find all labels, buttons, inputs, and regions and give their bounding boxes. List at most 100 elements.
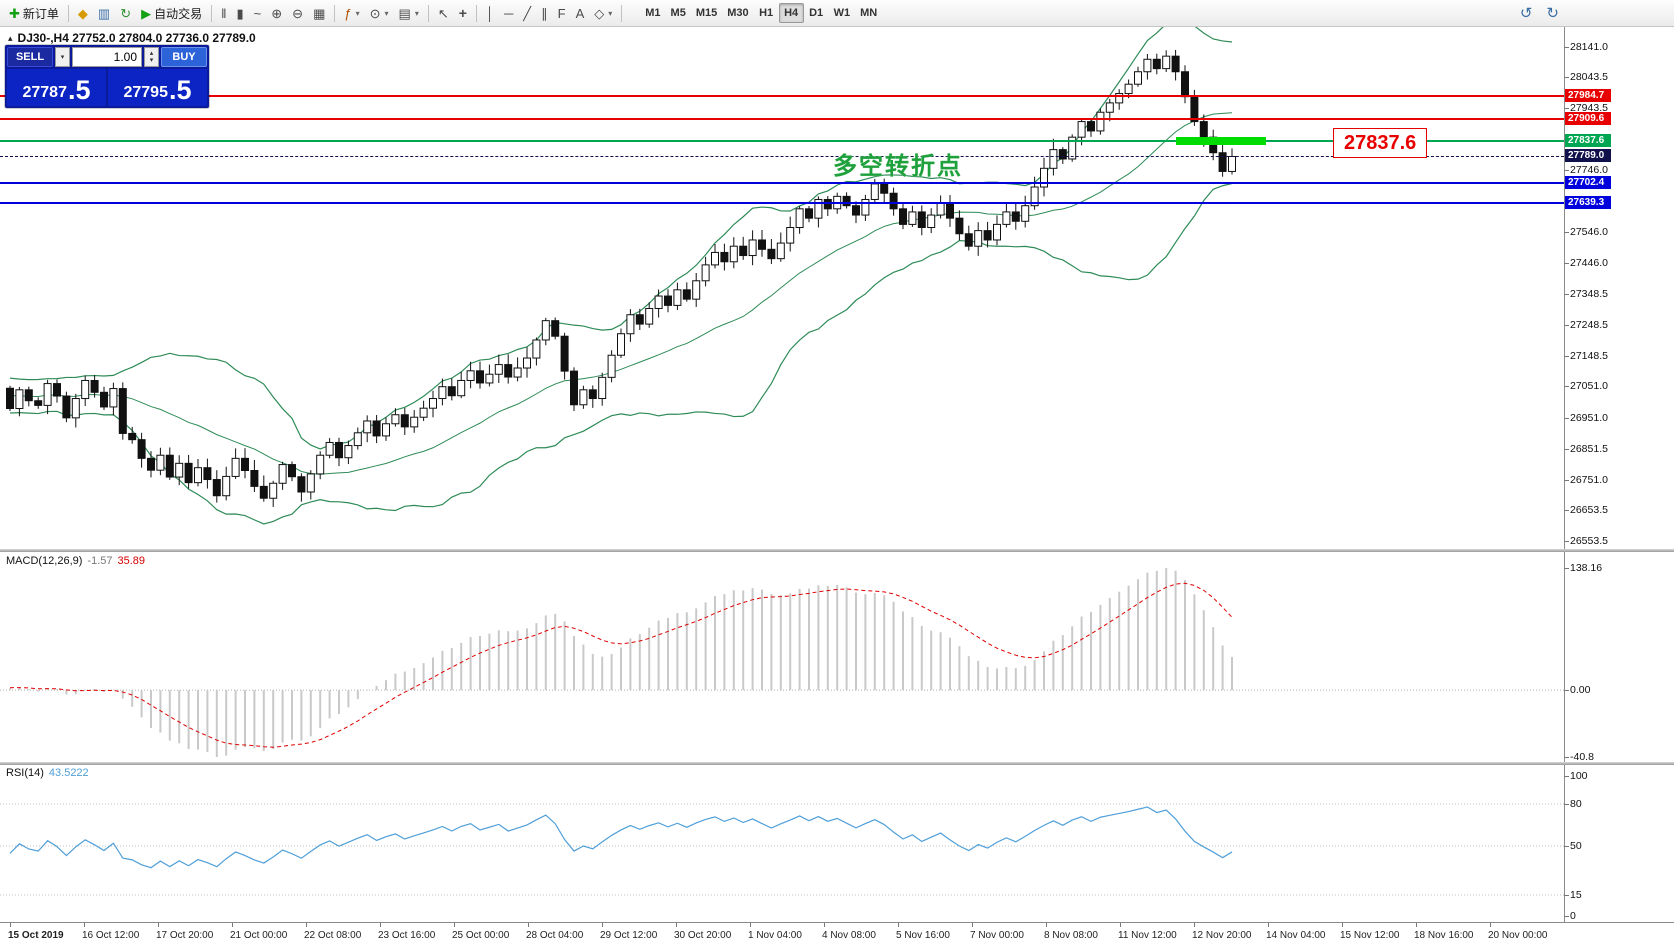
time-axis-tick (84, 923, 85, 927)
time-axis[interactable]: 15 Oct 2019 16 Oct 12:00 17 Oct 20:00 21 Oc… (0, 922, 1674, 949)
axis-price-label: 27446.0 (1570, 257, 1608, 270)
time-axis-label: 12 Nov 20:00 (1192, 930, 1252, 941)
macd-axis-min: -40.8 (1570, 751, 1594, 763)
axis-price-label: 27646.5 (1570, 194, 1608, 207)
buy-button[interactable]: BUY (161, 47, 207, 67)
symbol-ohlc-text: DJ30-,H4 27752.0 27804.0 27736.0 27789.0 (17, 31, 256, 45)
market-watch-button[interactable]: ▥ (93, 2, 115, 24)
vertical-line-button[interactable]: │ (481, 2, 499, 24)
template-icon: ▤ (398, 5, 411, 21)
rsi-panel-separator[interactable] (0, 762, 1674, 765)
axis-price-label: 27844.0 (1570, 133, 1608, 146)
sell-price-display[interactable]: 27787 .5 (7, 69, 106, 106)
lot-dropdown-button[interactable]: ▾ (55, 47, 70, 67)
time-axis-tick (1120, 923, 1121, 927)
timeframe-m5-button[interactable]: M5 (666, 3, 691, 23)
timeframe-w1-button[interactable]: W1 (829, 3, 856, 23)
crosshair-button[interactable]: + (454, 2, 472, 24)
zoom-out-button[interactable]: ⊖ (287, 2, 308, 24)
lot-size-input[interactable] (72, 47, 142, 67)
macd-signal-value: 35.89 (117, 555, 146, 567)
time-axis-tick (898, 923, 899, 927)
macd-panel-separator[interactable] (0, 549, 1674, 552)
new-order-button-label: 新订单 (22, 6, 59, 21)
cursor-button[interactable]: ↖ (433, 2, 454, 24)
buy-price-display[interactable]: 27795 .5 (108, 69, 207, 106)
time-axis-tick (750, 923, 751, 927)
zoom-in-button[interactable]: ⊕ (266, 2, 287, 24)
time-axis-label: 5 Nov 16:00 (896, 930, 950, 941)
timeframe-d1-button[interactable]: D1 (804, 3, 829, 23)
new-order-button[interactable]: ✚ 新订单 (4, 2, 64, 24)
tile-icon: ▦ (313, 5, 326, 21)
axis-tick (1564, 169, 1569, 171)
macd-indicator-label: MACD(12,26,9) -1.57 35.89 (6, 555, 145, 567)
line-chart-button[interactable]: ~ (249, 2, 267, 24)
timeframe-h4-button[interactable]: H4 (778, 3, 804, 23)
timeframe-m30-button[interactable]: M30 (722, 3, 753, 23)
caret-down-icon: ▾ (384, 8, 389, 18)
axis-price-label: 26653.5 (1570, 504, 1608, 517)
refresh-button[interactable]: ↻ (115, 2, 136, 24)
fibonacci-button[interactable]: F (553, 2, 571, 24)
time-axis-label: 15 Oct 2019 (8, 930, 64, 941)
sell-button[interactable]: SELL (7, 47, 53, 67)
market-watch-icon: ▥ (97, 5, 111, 21)
profiles-button[interactable]: ◆ (73, 2, 93, 24)
horizontal-line-button[interactable]: ─ (499, 2, 518, 24)
timeframe-m1-button[interactable]: M1 (640, 3, 665, 23)
axis-tick (1564, 417, 1569, 419)
autotrading-button[interactable]: ▶ 自动交易 (136, 2, 207, 24)
collapse-arrow-icon[interactable]: ▴ (8, 32, 13, 43)
time-axis-tick (232, 923, 233, 927)
axis-price-label: 27348.5 (1570, 287, 1608, 300)
axis-tick (1564, 232, 1569, 234)
lot-stepper[interactable]: ▴ ▾ (144, 47, 159, 67)
time-axis-tick (1416, 923, 1417, 927)
timeframe-toolbar: M1 M5 M15 M30 H1 H4 D1 W1 MN (640, 3, 882, 23)
toolbar-separator (67, 4, 69, 22)
time-axis-label: 29 Oct 12:00 (600, 930, 658, 941)
axis-tick (1564, 541, 1569, 543)
indicators-button[interactable]: ƒ ▾ (339, 2, 364, 24)
shapes-button[interactable]: ◇ ▾ (589, 2, 617, 24)
autotrading-icon: ▶ (141, 5, 152, 21)
sell-price-main: 27787 (22, 84, 67, 101)
axis-tick (1564, 356, 1569, 357)
support-highlight-segment[interactable] (1176, 137, 1266, 146)
toolbar-separator (427, 4, 429, 22)
axis-tick (1564, 448, 1569, 450)
time-axis-label: 18 Nov 16:00 (1414, 930, 1474, 941)
axis-tick (1564, 77, 1569, 79)
candlestick-chart-button[interactable]: ▮ (232, 2, 249, 24)
toolbar: ✚ 新订单 ◆ ▥ ↻ ▶ 自动交易 ‖ ▮ ~ ⊕ ⊖ ▦ ƒ ▾ ⊙ ▾ ▤ ▾ ↖ + │ ─ ╱ ∥ F A ◇ ▾ M1 M5 M… (0, 0, 1674, 27)
autotrading-button-label: 自动交易 (154, 6, 203, 21)
timeframe-m15-button[interactable]: M15 (691, 3, 722, 23)
channel-button[interactable]: ∥ (536, 2, 553, 24)
caret-down-icon: ▾ (355, 8, 360, 18)
rsi-axis-label: 50 (1570, 840, 1582, 852)
templates-button[interactable]: ▤ ▾ (394, 2, 424, 24)
toolbar-left: ✚ 新订单 ◆ ▥ ↻ ▶ 自动交易 ‖ ▮ ~ ⊕ ⊖ ▦ ƒ ▾ ⊙ ▾ ▤ ▾ ↖ + │ ─ ╱ ∥ F A ◇ ▾ (4, 2, 626, 24)
periods-button[interactable]: ⊙ ▾ (365, 2, 394, 24)
rsi-name: RSI(14) (6, 767, 44, 779)
bar-chart-button[interactable]: ‖ (216, 2, 231, 24)
axis-tick (1564, 895, 1569, 896)
time-axis-tick (10, 923, 11, 927)
tile-windows-button[interactable]: ▦ (308, 2, 330, 24)
chart-back-button[interactable]: ↺ (1515, 2, 1538, 24)
price-callout-label[interactable]: 27837.6 (1333, 128, 1428, 158)
trendline-button[interactable]: ╱ (518, 2, 536, 24)
chart-forward-button[interactable]: ↻ (1541, 2, 1564, 24)
axis-price-label: 26751.0 (1570, 473, 1608, 486)
caret-down-icon: ▾ (608, 8, 613, 18)
axis-price-label: 26553.5 (1570, 535, 1608, 548)
timeframe-mn-button[interactable]: MN (855, 3, 882, 23)
chart-annotation-text[interactable]: 多空转折点 (833, 153, 963, 180)
text-button[interactable]: A (571, 2, 590, 24)
timeframe-h1-button[interactable]: H1 (754, 3, 779, 23)
sell-price-pips: .5 (67, 75, 91, 105)
axis-price-label: 27746.0 (1570, 163, 1608, 176)
time-axis-label: 15 Nov 12:00 (1340, 930, 1400, 941)
